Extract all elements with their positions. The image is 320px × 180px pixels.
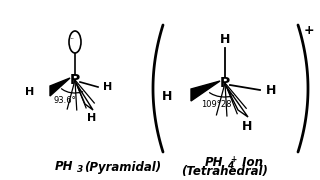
Text: P: P — [70, 73, 80, 87]
Text: (Tetrahedral): (Tetrahedral) — [181, 165, 268, 177]
Ellipse shape — [69, 31, 81, 53]
Text: H: H — [242, 120, 252, 132]
Text: H: H — [162, 89, 172, 102]
Text: +: + — [230, 154, 236, 163]
Polygon shape — [50, 78, 70, 96]
Text: Ion: Ion — [238, 156, 263, 168]
Text: 93.6°: 93.6° — [54, 96, 76, 105]
Text: 109°28': 109°28' — [201, 100, 233, 109]
Text: H: H — [103, 82, 113, 92]
Text: 4: 4 — [227, 161, 233, 170]
Text: 3: 3 — [77, 165, 83, 174]
Text: PH: PH — [204, 156, 223, 168]
Text: P: P — [220, 76, 230, 90]
Text: PH: PH — [54, 161, 73, 174]
Polygon shape — [191, 81, 220, 101]
Text: +: + — [304, 24, 314, 37]
Text: H: H — [25, 87, 34, 97]
Text: ··: ·· — [69, 35, 75, 44]
Text: H: H — [266, 84, 276, 96]
Polygon shape — [226, 86, 248, 117]
Text: H: H — [87, 113, 97, 123]
Text: (Pyramidal): (Pyramidal) — [84, 161, 161, 174]
Polygon shape — [76, 83, 93, 110]
Text: H: H — [220, 33, 230, 46]
